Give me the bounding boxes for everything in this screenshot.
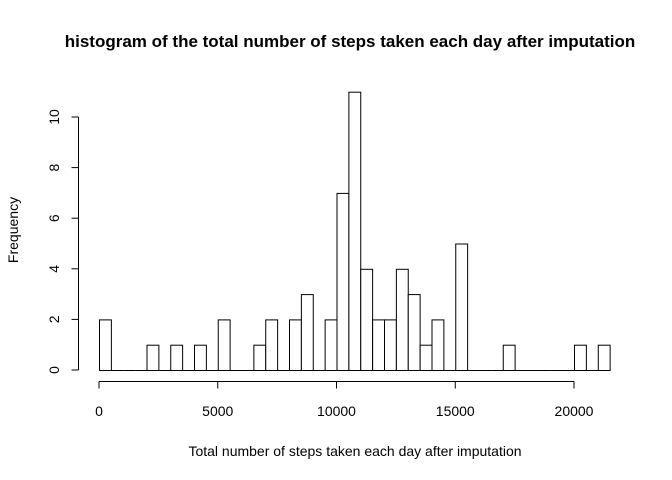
y-tick-label: 4 xyxy=(46,265,62,273)
histogram-bar xyxy=(99,319,112,371)
histogram-bar xyxy=(265,319,279,371)
histogram-bar xyxy=(574,344,587,372)
histogram-bar xyxy=(336,192,350,371)
y-tick-label: 6 xyxy=(46,214,62,222)
chart-title: histogram of the total number of steps t… xyxy=(65,32,636,51)
x-axis: 0 5000 10000 15000 20000 xyxy=(95,381,594,419)
y-axis: 0 2 4 6 8 10 xyxy=(46,109,79,374)
y-axis-label: Frequency xyxy=(5,197,21,263)
histogram-bar xyxy=(372,319,385,371)
histogram-bar xyxy=(597,344,611,372)
histogram-bar xyxy=(324,319,338,371)
histogram-bar xyxy=(194,344,207,372)
histogram-bar xyxy=(170,344,184,372)
histogram-bar xyxy=(455,243,469,371)
histogram-bars xyxy=(99,91,611,372)
histogram-bar xyxy=(253,344,267,372)
y-tick-label: 2 xyxy=(46,315,62,323)
y-tick-label: 0 xyxy=(46,366,62,374)
histogram-bar xyxy=(419,344,433,372)
histogram-bar xyxy=(217,319,231,371)
x-tick-label: 0 xyxy=(95,403,103,419)
histogram-bar xyxy=(395,268,409,371)
histogram-bar xyxy=(407,294,421,372)
histogram-bar xyxy=(146,344,160,372)
x-tick-label: 5000 xyxy=(202,403,233,419)
histogram-bar xyxy=(502,344,516,372)
x-tick-label: 15000 xyxy=(436,403,475,419)
histogram-bar xyxy=(289,319,302,371)
x-axis-label: Total number of steps taken each day aft… xyxy=(188,443,521,459)
histogram-bar xyxy=(300,294,314,372)
x-tick-label: 20000 xyxy=(555,403,594,419)
x-tick-label: 10000 xyxy=(317,403,356,419)
histogram-bar xyxy=(348,91,362,371)
histogram-bar xyxy=(360,268,374,371)
histogram-bar xyxy=(384,319,397,371)
y-tick-label: 8 xyxy=(46,163,62,171)
histogram-bar xyxy=(431,319,445,371)
y-tick-label: 10 xyxy=(46,109,62,125)
